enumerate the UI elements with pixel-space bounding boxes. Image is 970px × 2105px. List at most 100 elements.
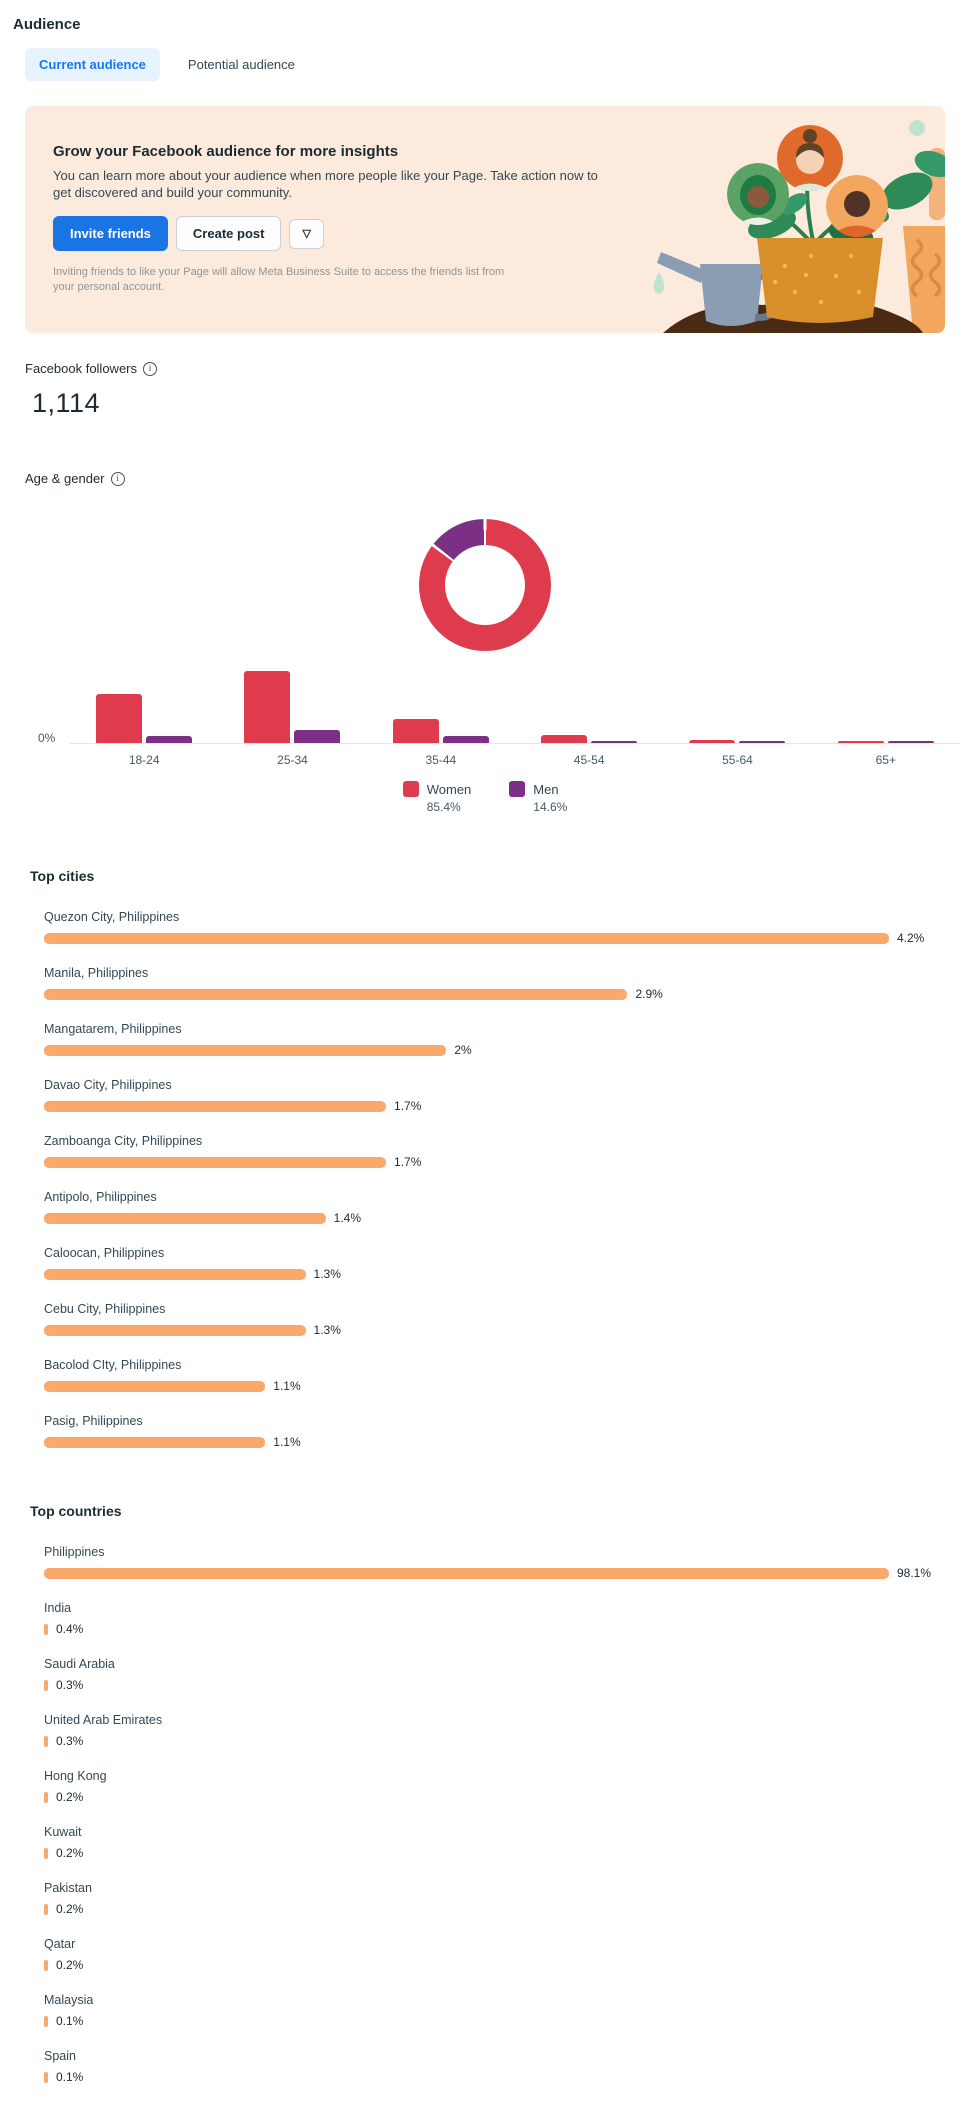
x-axis-label-65+: 65+ (875, 753, 896, 767)
top-cities-section: Top cities Quezon City, Philippines 4.2% M… (0, 868, 970, 1449)
bar-men-45-54 (591, 741, 638, 743)
city-row-bar (44, 932, 889, 944)
legend-value-women: 85.4% (426, 800, 461, 814)
country-row: Malaysia 0.1% (44, 1993, 970, 2028)
country-row-bar (44, 1791, 48, 1803)
city-row-bar (44, 1044, 447, 1056)
x-axis-labels: 18-24 25-34 35-44 45-54 55-64 65+ (70, 744, 960, 767)
bar-women-65+ (837, 740, 884, 743)
country-row-value: 0.1% (56, 2070, 84, 2084)
bar-women-35-44 (392, 719, 439, 743)
country-row-label: Hong Kong (44, 1769, 107, 1783)
city-row-value: 2.9% (635, 987, 663, 1001)
city-row: Davao City, Philippines 1.7% (44, 1078, 970, 1113)
tab-potential-audience[interactable]: Potential audience (174, 48, 309, 81)
country-row-bar (44, 1959, 48, 1971)
city-row-barline: 1.7% (44, 1099, 970, 1113)
x-axis-label-55-64: 55-64 (722, 753, 753, 767)
city-row-label: Antipolo, Philippines (44, 1190, 157, 1204)
plant-pot (757, 238, 883, 323)
avatar-man (826, 175, 888, 237)
country-row-barline: 98.1% (44, 1566, 970, 1580)
age-group-55-64 (663, 659, 811, 743)
bar-women-25-34 (244, 670, 291, 743)
country-row-barline: 0.2% (44, 1958, 970, 1972)
country-row: Hong Kong 0.2% (44, 1769, 970, 1804)
donut-hole (445, 545, 525, 625)
country-row: United Arab Emirates 0.3% (44, 1713, 970, 1748)
info-icon[interactable]: i (110, 471, 125, 486)
city-row-label: Bacolod CIty, Philippines (44, 1358, 182, 1372)
legend-label-women: Women (426, 781, 472, 797)
banner-buttons: Invite friends Create post ▽ (53, 216, 945, 251)
country-row-value: 0.1% (56, 2014, 84, 2028)
city-row-value: 1.1% (273, 1379, 301, 1393)
tab-current-audience[interactable]: Current audience (25, 48, 160, 81)
country-row-label: Pakistan (44, 1881, 92, 1895)
country-row-label: India (44, 1601, 72, 1615)
country-row: Philippines 98.1% (44, 1545, 970, 1580)
x-axis-label-45-54: 45-54 (573, 753, 605, 767)
country-row-value: 0.3% (56, 1734, 84, 1748)
legend-swatch-men (509, 781, 526, 797)
age-group-35-44 (367, 659, 515, 743)
country-row-barline: 0.4% (44, 1622, 970, 1636)
top-cities-rows: Quezon City, Philippines 4.2% Manila, Phil… (30, 910, 970, 1449)
city-row: Mangatarem, Philippines 2% (44, 1022, 970, 1057)
invite-friends-button[interactable]: Invite friends (53, 216, 168, 251)
water-drop (653, 272, 665, 294)
city-row-label: Zamboanga City, Philippines (44, 1134, 203, 1148)
age-group-18-24 (70, 659, 218, 743)
country-row-label: Qatar (44, 1937, 76, 1951)
x-axis-label-35-44: 35-44 (425, 753, 457, 767)
country-row-value: 0.2% (56, 1902, 84, 1916)
country-row-value: 0.4% (56, 1622, 84, 1636)
more-options-button[interactable]: ▽ (289, 218, 324, 249)
top-cities-heading: Top cities (30, 868, 95, 884)
bar-men-18-24 (146, 735, 193, 743)
country-row: India 0.4% (44, 1601, 970, 1636)
city-row-value: 1.3% (313, 1323, 341, 1337)
legend-top-men: Men (509, 781, 567, 797)
bar-men-65+ (887, 741, 934, 743)
city-row-label: Pasig, Philippines (44, 1414, 143, 1428)
age-group-65+ (812, 659, 960, 743)
legend-item-men: Men 14.6% (509, 781, 567, 814)
city-row-bar (44, 1268, 306, 1280)
city-row-barline: 1.3% (44, 1267, 970, 1281)
top-countries-section: Top countries Philippines 98.1% India 0.4% S… (0, 1503, 970, 2084)
city-row-bar (44, 1156, 387, 1168)
city-row-label: Manila, Philippines (44, 966, 149, 980)
country-row-barline: 0.2% (44, 1790, 970, 1804)
country-row-bar (44, 2015, 48, 2027)
city-row: Pasig, Philippines 1.1% (44, 1414, 970, 1449)
city-row-bar (44, 1380, 266, 1392)
top-countries-heading: Top countries (30, 1503, 122, 1519)
country-row-bar (44, 1567, 889, 1579)
country-row-barline: 0.1% (44, 2070, 970, 2084)
info-icon[interactable]: i (143, 361, 157, 376)
city-row-barline: 4.2% (44, 931, 970, 945)
banner-body-text: You can learn more about your audience w… (53, 168, 598, 200)
country-row-barline: 0.2% (44, 1902, 970, 1916)
city-row-value: 1.7% (394, 1155, 422, 1169)
city-row: Antipolo, Philippines 1.4% (44, 1190, 970, 1225)
x-axis-label-25-34: 25-34 (277, 753, 308, 767)
country-row-barline: 0.1% (44, 2014, 970, 2028)
country-row: Saudi Arabia 0.3% (44, 1657, 970, 1692)
country-row-bar (44, 1735, 48, 1747)
facebook-followers-label: Facebook followers (25, 361, 137, 376)
x-axis-label-18-24: 18-24 (128, 753, 160, 767)
country-row-bar (44, 1847, 48, 1859)
city-row: Manila, Philippines 2.9% (44, 966, 970, 1001)
country-row: Qatar 0.2% (44, 1937, 970, 1972)
city-row-bar (44, 988, 628, 1000)
age-gender-section: Age & gender i 0% 18-24 25-34 35-44 45-54 55… (0, 471, 970, 814)
legend-item-women: Women 85.4% (402, 781, 472, 814)
create-post-button[interactable]: Create post (175, 216, 282, 251)
city-row-bar (44, 1100, 387, 1112)
city-row-label: Davao City, Philippines (44, 1078, 172, 1092)
city-row-bar (44, 1212, 326, 1224)
city-row-value: 1.1% (273, 1435, 301, 1449)
city-row-barline: 1.1% (44, 1435, 970, 1449)
